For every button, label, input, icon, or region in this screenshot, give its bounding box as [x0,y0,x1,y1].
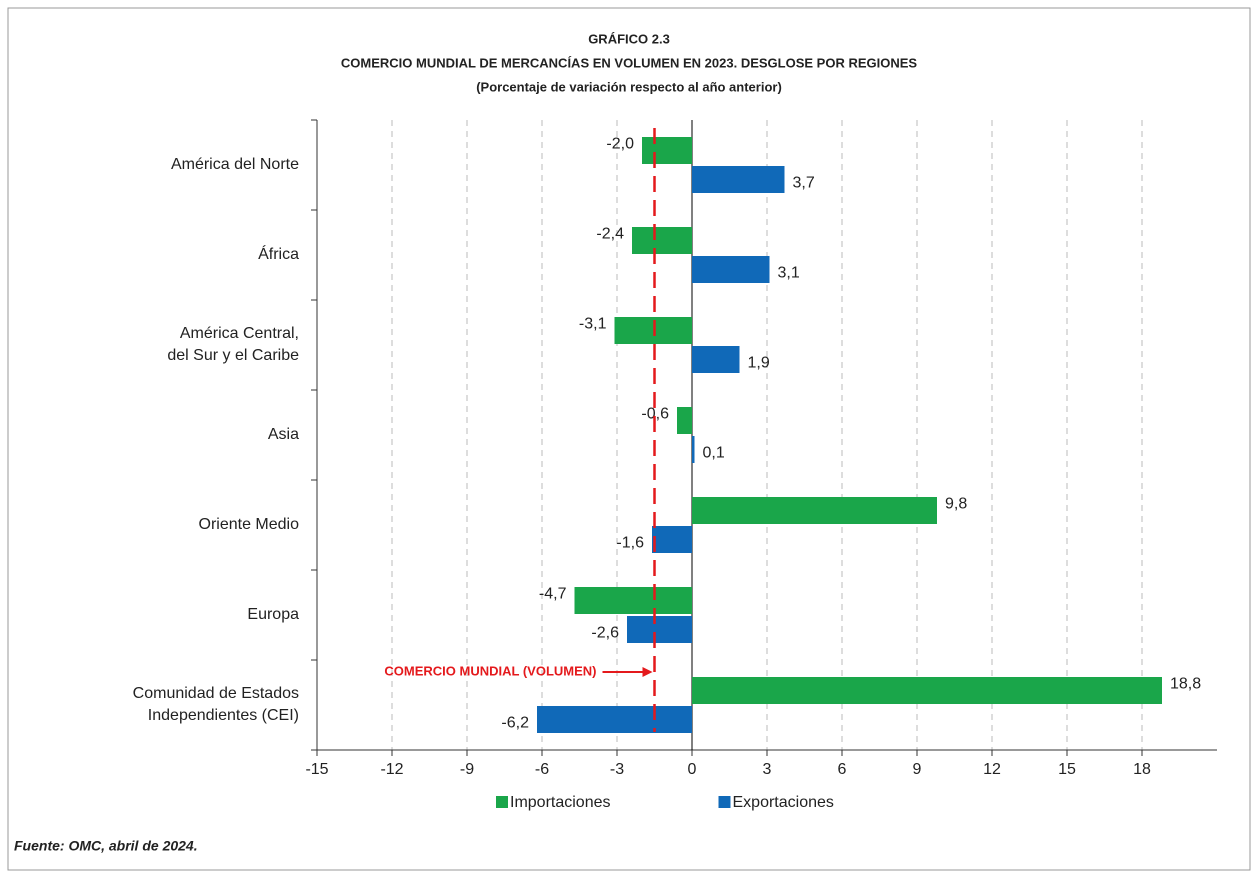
bar [692,436,695,463]
bar [692,677,1162,704]
data-label: 1,9 [748,355,770,372]
legend-label: Exportaciones [733,794,834,811]
bar [692,497,937,524]
chart-subtitle: COMERCIO MUNDIAL DE MERCANCÍAS EN VOLUME… [341,55,917,70]
x-tick-label: -9 [460,761,474,778]
bar [642,137,692,164]
data-label: 3,7 [793,175,815,192]
y-tick-label: América Central, del Sur y el Caribe [167,325,299,364]
data-label: -6,2 [501,715,529,732]
bar [692,256,770,283]
x-tick-label: 15 [1058,761,1076,778]
x-tick-label: 3 [763,761,772,778]
bar [574,587,692,614]
data-label: -2,4 [596,226,624,243]
data-label: -2,6 [591,625,619,642]
x-tick-label: -3 [610,761,624,778]
y-tick-label: África [258,244,299,263]
y-tick-label: Asia [268,426,299,443]
data-label: 18,8 [1170,676,1201,693]
data-label: -4,7 [539,586,567,603]
bar [537,706,692,733]
frame [7,7,1251,871]
data-label: 9,8 [945,496,967,513]
bar [692,346,740,373]
reference-arrowhead [642,667,653,677]
bar [627,616,692,643]
source: Fuente: OMC, abril de 2024. [14,838,198,854]
data-label: -3,1 [579,316,607,333]
x-tick-label: 9 [913,761,922,778]
y-tick-label: Oriente Medio [199,516,300,533]
y-tick-label: Europa [247,606,299,623]
y-tick-label: Comunidad de Estados Independientes (CEI) [133,685,299,724]
y-tick-label: América del Norte [171,156,299,173]
chart-title: GRÁFICO 2.3 [588,31,670,46]
data-label: 0,1 [703,445,725,462]
legend-label: Importaciones [510,794,611,811]
x-tick-label: 12 [983,761,1001,778]
bar [632,227,692,254]
x-tick-label: -12 [380,761,403,778]
data-label: -2,0 [606,136,634,153]
data-label: -1,6 [616,535,644,552]
reference-label: COMERCIO MUNDIAL (VOLUMEN) [384,663,596,678]
x-tick-label: -15 [305,761,328,778]
x-tick-label: 6 [838,761,847,778]
x-tick-label: 0 [688,761,697,778]
bar [677,407,692,434]
data-label: 3,1 [778,265,800,282]
data-label: -0,6 [641,406,669,423]
legend-swatch [718,796,731,808]
bar [692,166,785,193]
bar [652,526,692,553]
legend-swatch [496,796,508,808]
units-label: (Porcentaje de variación respecto al año… [476,79,782,94]
x-tick-label: -6 [535,761,549,778]
x-tick-label: 18 [1133,761,1151,778]
